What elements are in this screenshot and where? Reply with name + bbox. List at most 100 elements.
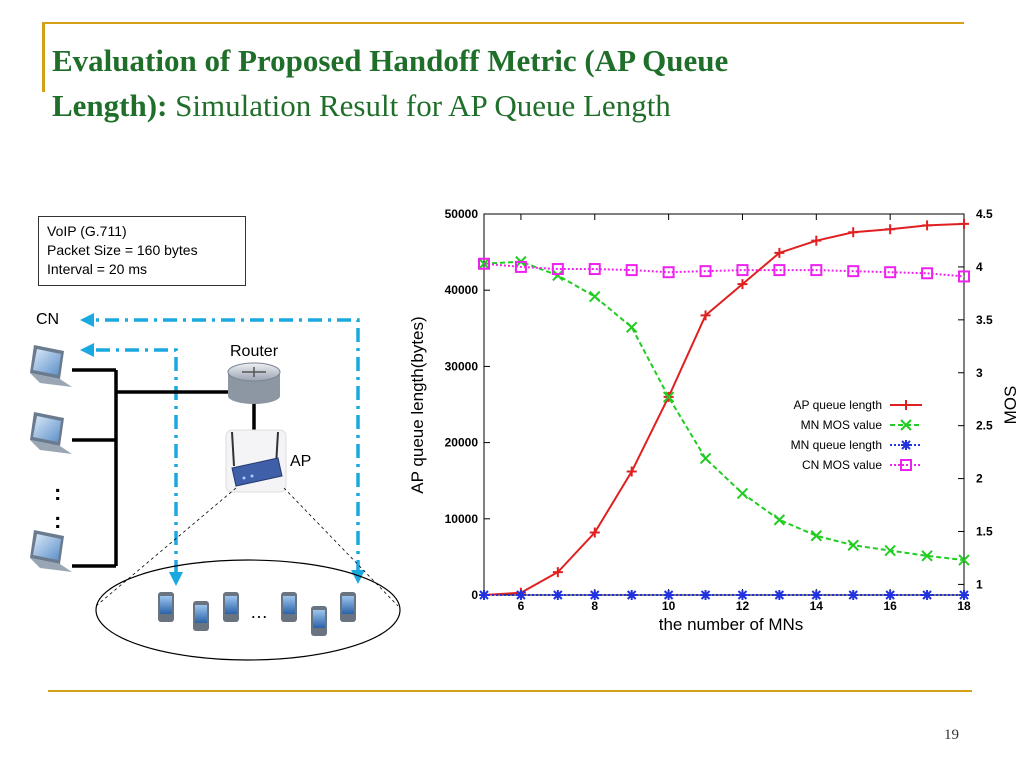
y2-tick-label: 1 [976,577,983,591]
series-line [483,222,965,596]
data-point [811,235,822,246]
data-point [479,590,489,600]
title-accent-bar [42,22,45,92]
page-number: 19 [944,727,959,743]
ap-label: AP [290,453,311,470]
chart-series [478,218,970,600]
series-mn-mos-value [478,255,970,566]
laptop-icon [30,530,72,572]
info-line-codec: VoIP (G.711) [47,223,127,239]
y2-tick-label: 3.5 [976,313,993,327]
data-point [922,220,933,231]
data-point [626,590,637,600]
data-point [884,544,896,557]
x-tick-label: 8 [591,599,598,613]
data-point [921,267,934,280]
mobile-node-area [95,559,401,661]
arrow-heads [80,313,365,586]
phone-icon [340,592,356,622]
data-point [810,530,823,542]
legend-label: CN MOS value [802,458,882,472]
phone-icon [223,592,239,622]
y2-tick-label: 4 [976,260,983,274]
data-point [900,419,912,431]
data-point [959,590,969,600]
data-point [662,391,675,403]
slide-title: Evaluation of Proposed Handoff Metric (A… [52,38,982,128]
more-hosts-dots: : [54,480,61,505]
phone-icon [281,592,297,622]
traffic-arrows [92,318,360,574]
y2-tick-label: 3 [976,366,983,380]
wired-links [72,368,256,568]
y-tick-label: 40000 [445,283,479,297]
data-point [662,266,675,279]
y-tick-label: 10000 [445,512,479,526]
series-line [483,262,965,278]
y-tick-label: 50000 [445,207,479,221]
data-point [736,264,749,277]
data-point [774,590,785,600]
data-point [885,224,896,235]
data-point [810,264,823,277]
data-point [588,263,601,276]
data-point [736,487,749,500]
series-line [483,260,965,562]
legend-label: MN MOS value [801,418,883,432]
footer-accent-line [48,690,972,692]
legend-label: AP queue length [793,398,882,412]
data-point [589,527,600,538]
x-tick-label: 18 [957,599,971,613]
data-point [552,590,563,600]
data-point [737,279,748,290]
phone-icon [311,606,327,636]
data-point [514,260,527,273]
access-point-icon [225,429,287,493]
y2-tick-label: 1.5 [976,525,993,539]
data-point [699,452,712,465]
data-point [774,247,785,258]
chart-legend: AP queue length MN MOS value MN queue leng… [791,398,922,472]
data-point [885,590,896,600]
voip-info-box: VoIP (G.711) Packet Size = 160 bytes Int… [38,216,246,286]
data-point [958,554,970,566]
more-phones-ellipsis: … [250,602,268,622]
y2-tick-label: 4.5 [976,207,993,221]
data-point [922,590,933,600]
laptop-icon [30,345,72,387]
data-point [921,550,933,562]
phone-icon [158,592,174,622]
data-point [847,265,860,278]
slide-title-line-2-bold: Length): [52,88,168,123]
data-point [901,400,911,410]
coverage-lines [95,487,399,607]
data-point [901,440,911,450]
data-point [700,590,711,600]
y2-tick-label: 2.5 [976,419,993,433]
series-mn-queue-length [479,590,969,600]
info-line-packet-size: Packet Size = 160 bytes [47,242,198,258]
chart-axes: 6 8 10 12 14 16 18 0 10000 20000 30000 40000 50000 1 1… [445,207,993,613]
x-tick-label: 12 [736,599,750,613]
x-tick-label: 14 [810,599,824,613]
data-point [700,310,711,321]
data-point [551,263,564,276]
x-tick-label: 16 [883,599,897,613]
laptop-icon [30,412,72,454]
x-axis-label: the number of MNs [659,615,804,634]
data-point [699,265,712,278]
cn-label: CN [36,311,59,328]
data-point [515,590,526,600]
data-point [625,321,638,333]
x-tick-label: 10 [662,599,676,613]
router-label: Router [230,343,279,360]
data-point [737,590,748,600]
data-point [811,590,822,600]
more-hosts-dots: : [54,508,61,533]
data-point [589,290,601,303]
y-tick-label: 20000 [445,436,479,450]
data-point [552,567,563,578]
data-point [847,539,859,551]
data-point [958,270,970,283]
